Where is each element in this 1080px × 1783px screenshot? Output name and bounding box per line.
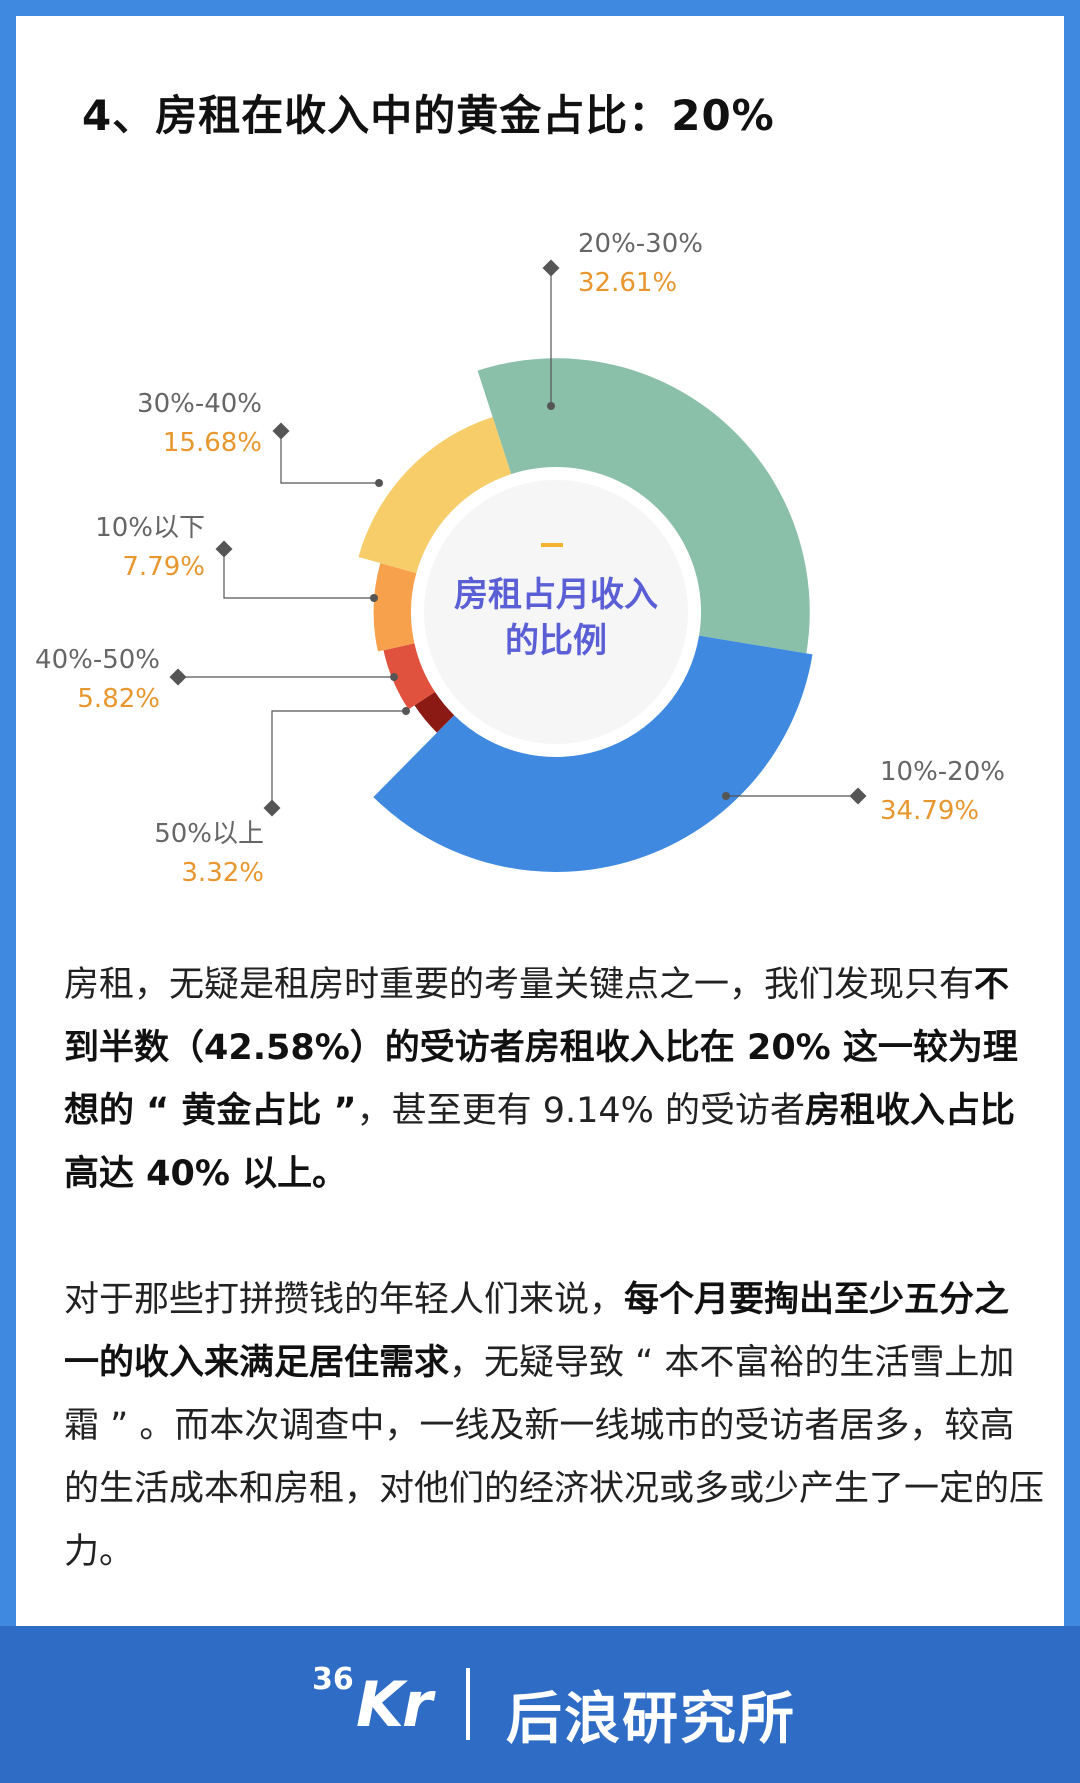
pie-slice-1: [373, 635, 813, 872]
paragraph-1: 房租，无疑是租房时重要的考量关键点之一，我们发现只有不到半数（42.58%）的受…: [64, 954, 1044, 1206]
leader-dot-1: [722, 792, 730, 800]
p2-text-2: ，无疑导致 “ 本不富裕的生活雪上加霜 ” 。而本次调查中，一线及新一线城市的受…: [64, 1343, 1045, 1572]
pie-slice-2: [414, 691, 455, 733]
logo-36: 36: [312, 1662, 354, 1697]
slice-label-value-5: 15.68%: [163, 428, 262, 458]
content-card: 4、房租在收入中的黄金占比：20% 房租占月收入 的比例 20%-30% 32.6…: [16, 16, 1064, 1626]
leader-diamond-5: [272, 422, 290, 440]
leader-diamond-4: [215, 540, 233, 558]
leader-dot-3: [390, 673, 398, 681]
pie-chart: 房租占月收入 的比例 20%-30% 32.61% 10%-20% 34.79% 50%…: [35, 229, 1005, 888]
pie-slice-3: [383, 643, 435, 710]
leader-line-5: [280, 431, 379, 484]
center-label-line1: 房租占月收入: [454, 575, 658, 615]
logo-kr: Kr: [356, 1668, 433, 1741]
pie-slice-5: [358, 416, 512, 574]
pie-slice-0: [477, 358, 810, 654]
p1-bold-1: 不到半数（42.58%）的受访者房租收入比在 20% 这一较为理想的 “ 黄金占…: [64, 965, 1018, 1131]
slice-label-value-3: 5.82%: [77, 684, 160, 714]
p1-text-1: 房租，无疑是租房时重要的考量关键点之一，我们发现只有: [64, 965, 975, 1005]
slice-label-name-0: 20%-30%: [578, 229, 703, 259]
leader-diamond-3: [169, 668, 187, 686]
leader-line-2: [271, 710, 406, 808]
logo-divider: [466, 1668, 470, 1740]
brand-name: 后浪研究所: [506, 1687, 796, 1752]
leader-dot-0: [547, 402, 555, 410]
slice-label-name-2: 50%以上: [154, 819, 264, 849]
p1-text-2: ，甚至更有 9.14% 的受访者: [356, 1091, 806, 1131]
leader-diamond-2: [263, 799, 281, 817]
center-accent-dash: [541, 543, 563, 547]
slice-label-name-3: 40%-50%: [35, 645, 160, 675]
leader-diamond-1: [849, 787, 867, 805]
slice-label-value-4: 7.79%: [122, 552, 205, 582]
leader-dot-2: [402, 707, 410, 715]
p2-text-1: 对于那些打拼攒钱的年轻人们来说，: [64, 1280, 625, 1320]
leader-diamond-0: [542, 259, 560, 277]
pie-slice-4: [373, 563, 417, 652]
chart-center-circle: [424, 480, 688, 744]
slice-label-name-5: 30%-40%: [137, 389, 262, 419]
footer-bar: 36 Kr 后浪研究所: [0, 1626, 1080, 1783]
slice-label-value-2: 3.32%: [181, 858, 264, 888]
p1-bold-2: 房租收入占比高达 40% 以上。: [64, 1091, 1016, 1194]
page-title: 4、房租在收入中的黄金占比：20%: [82, 91, 775, 140]
leader-line-4: [223, 549, 374, 599]
slice-label-name-1: 10%-20%: [880, 757, 1005, 787]
leader-dot-4: [370, 594, 378, 602]
leader-dot-5: [375, 479, 383, 487]
paragraph-2: 对于那些打拼攒钱的年轻人们来说，每个月要掏出至少五分之一的收入来满足居住需求，无…: [64, 1269, 1044, 1584]
center-label-line2: 的比例: [505, 621, 607, 661]
p2-bold-1: 每个月要掏出至少五分之一的收入来满足居住需求: [64, 1280, 1010, 1383]
slice-label-name-4: 10%以下: [95, 513, 205, 543]
slice-label-value-1: 34.79%: [880, 796, 979, 826]
slice-label-value-0: 32.61%: [578, 268, 677, 298]
